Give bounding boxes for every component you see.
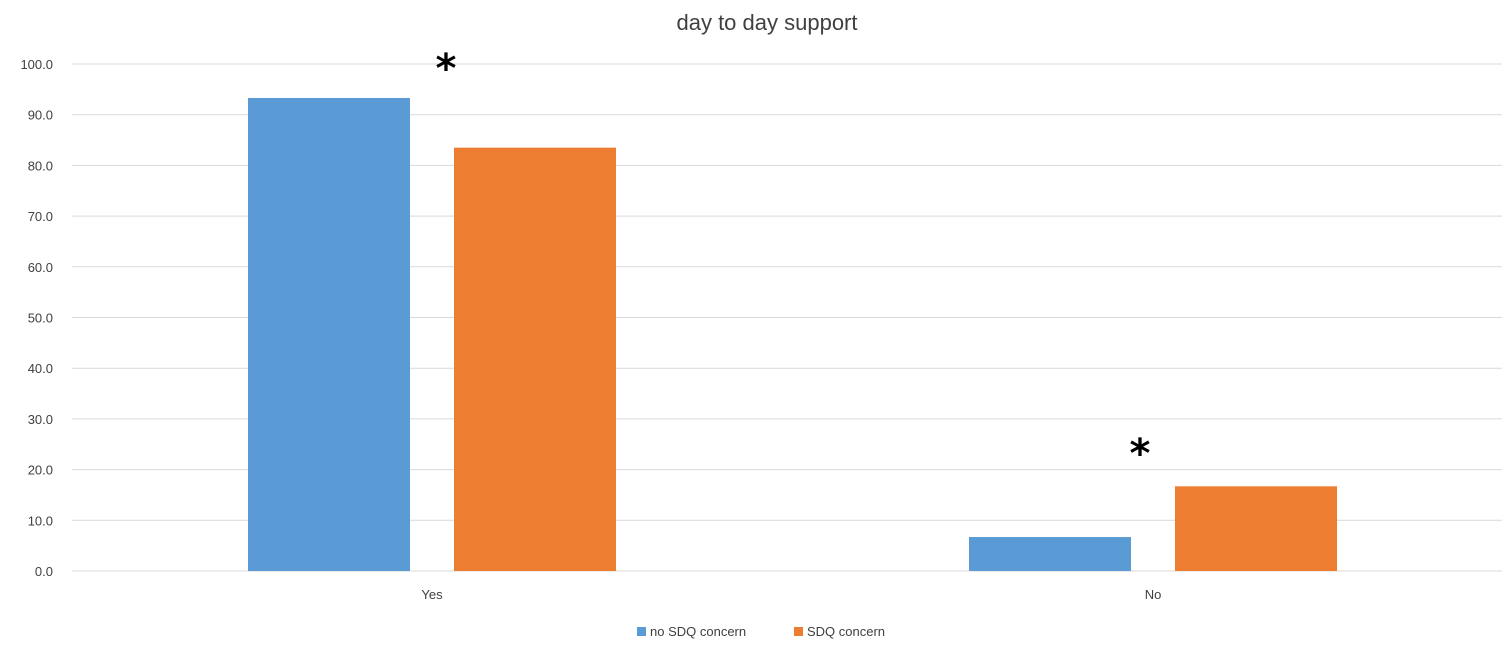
y-tick-label: 100.0 [20, 57, 53, 72]
bar-no-no-sdq-concern [969, 537, 1131, 571]
y-tick-label: 20.0 [28, 463, 53, 478]
legend-swatch [637, 627, 646, 636]
y-tick-label: 40.0 [28, 361, 53, 376]
legend-swatch [794, 627, 803, 636]
x-category-label: No [1145, 587, 1162, 602]
x-category-label: Yes [421, 587, 443, 602]
y-tick-label: 50.0 [28, 311, 53, 326]
legend-label: SDQ concern [807, 624, 885, 639]
legend-label: no SDQ concern [650, 624, 746, 639]
chart-title: day to day support [676, 10, 857, 35]
significance-asterisk: * [436, 46, 457, 92]
y-tick-label: 60.0 [28, 260, 53, 275]
bar-yes-sdq-concern [454, 147, 616, 571]
annotations: ** [436, 46, 1151, 477]
x-axis-category-labels: Yes No [421, 587, 1161, 602]
y-tick-label: 90.0 [28, 108, 53, 123]
significance-asterisk: * [1130, 431, 1151, 477]
y-axis-tick-labels: 0.0 10.0 20.0 30.0 40.0 50.0 60.0 70.0 80.0 90.0 1… [20, 57, 53, 579]
y-tick-label: 70.0 [28, 209, 53, 224]
y-tick-label: 0.0 [35, 564, 53, 579]
bar-no-sdq-concern [1175, 486, 1337, 571]
y-tick-label: 30.0 [28, 412, 53, 427]
bars [248, 97, 1337, 572]
y-tick-label: 10.0 [28, 513, 53, 528]
y-tick-label: 80.0 [28, 158, 53, 173]
legend: no SDQ concern SDQ concern [637, 624, 885, 639]
bar-yes-no-sdq-concern [248, 97, 410, 572]
